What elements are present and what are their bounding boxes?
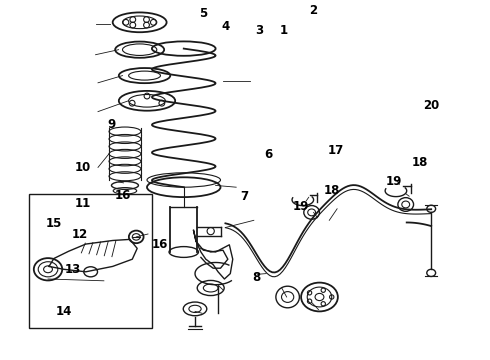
Text: 18: 18 [323, 184, 340, 197]
Text: 14: 14 [56, 305, 73, 318]
Text: 15: 15 [46, 217, 62, 230]
Text: 7: 7 [240, 190, 248, 203]
Text: 11: 11 [74, 197, 91, 210]
Text: 17: 17 [327, 144, 344, 157]
Bar [29, 194, 152, 328]
Text: 9: 9 [107, 118, 115, 131]
Text: 10: 10 [74, 161, 91, 174]
Text: 19: 19 [386, 175, 402, 188]
Text: 20: 20 [423, 99, 440, 112]
Text: 6: 6 [265, 148, 273, 161]
Text: 19: 19 [293, 201, 309, 213]
Text: 13: 13 [65, 263, 81, 276]
Text: 3: 3 [256, 24, 264, 37]
Text: 18: 18 [412, 156, 428, 168]
Text: 5: 5 [199, 7, 207, 20]
Text: 4: 4 [221, 21, 229, 33]
Text: 16: 16 [152, 238, 168, 251]
Text: 16: 16 [115, 189, 131, 202]
Text: 12: 12 [72, 228, 88, 240]
Text: 1: 1 [280, 24, 288, 37]
Text: 2: 2 [310, 4, 318, 17]
Text: 8: 8 [252, 271, 261, 284]
